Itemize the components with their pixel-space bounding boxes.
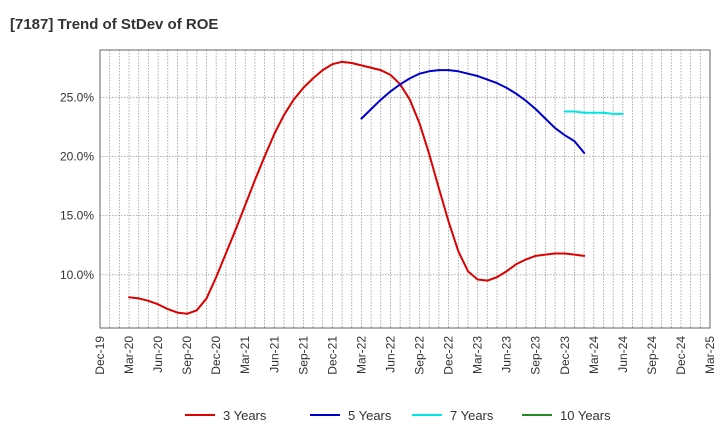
x-tick-label: Mar-23 (471, 336, 485, 374)
x-tick-label: Dec-22 (442, 336, 456, 375)
legend-label: 7 Years (450, 408, 494, 423)
y-tick-label: 20.0% (60, 149, 94, 163)
y-tick-label: 25.0% (60, 90, 94, 104)
series-line-5-years (360, 69, 586, 154)
legend-label: 10 Years (560, 408, 611, 423)
x-tick-label: Mar-20 (122, 336, 136, 374)
series-lines (128, 60, 624, 315)
legend-label: 3 Years (223, 408, 267, 423)
chart-title: [7187] Trend of StDev of ROE (10, 16, 219, 33)
x-tick-label: Sep-24 (645, 336, 659, 375)
x-tick-label: Mar-25 (703, 336, 717, 374)
legend: 3 Years 5 Years 7 Years 10 Years (185, 408, 611, 423)
x-axis-ticks: Dec-19 Mar-20 Jun-20 Sep-20 Dec-20 Mar-21 Jun-… (93, 336, 717, 375)
x-tick-label: Jun-21 (267, 336, 281, 373)
x-tick-label: Jun-24 (616, 336, 630, 373)
x-tick-label: Mar-24 (587, 336, 601, 374)
x-tick-label: Jun-22 (383, 336, 397, 373)
x-tick-label: Sep-21 (296, 336, 310, 375)
x-tick-label: Jun-20 (151, 336, 165, 373)
x-tick-label: Dec-24 (674, 336, 688, 375)
grid-lines (100, 50, 710, 328)
x-tick-label: Dec-21 (325, 336, 339, 375)
legend-label: 5 Years (348, 408, 392, 423)
series-line-3-years (128, 60, 586, 315)
x-tick-label: Dec-19 (93, 336, 107, 375)
x-tick-label: Sep-20 (180, 336, 194, 375)
y-axis-ticks: 10.0% 15.0% 20.0% 25.0% (60, 90, 94, 281)
x-tick-label: Sep-23 (529, 336, 543, 375)
x-tick-label: Dec-20 (209, 336, 223, 375)
x-tick-label: Mar-21 (238, 336, 252, 374)
series-line-7-years (563, 110, 624, 115)
x-tick-label: Mar-22 (354, 336, 368, 374)
x-tick-label: Sep-22 (413, 336, 427, 375)
x-tick-label: Dec-23 (558, 336, 572, 375)
x-tick-label: Jun-23 (500, 336, 514, 373)
plot-frame (99, 49, 711, 329)
y-tick-label: 10.0% (60, 268, 94, 282)
y-tick-label: 15.0% (60, 209, 94, 223)
